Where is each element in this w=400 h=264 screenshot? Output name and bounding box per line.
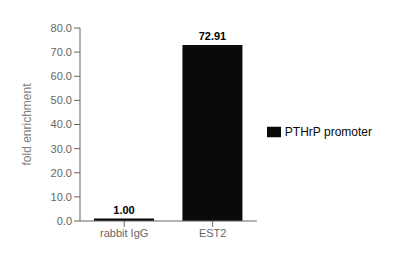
- svg-text:EST2: EST2: [199, 227, 227, 239]
- html-text:PTHrP promoter: PTHrP promoter: [284, 124, 372, 139]
- svg-text:fold enrichment: fold enrichment: [20, 83, 34, 166]
- svg-text:30.0: 30.0: [51, 143, 72, 155]
- svg-text:1.00: 1.00: [113, 204, 134, 216]
- svg-text:72.91: 72.91: [199, 30, 227, 42]
- svg-text:10.0: 10.0: [51, 191, 72, 203]
- svg-text:60.0: 60.0: [51, 70, 72, 82]
- svg-text:70.0: 70.0: [51, 46, 72, 58]
- svg-text:40.0: 40.0: [51, 118, 72, 130]
- svg-text:rabbit IgG: rabbit IgG: [100, 227, 148, 239]
- svg-text:80.0: 80.0: [51, 22, 72, 34]
- svg-text:50.0: 50.0: [51, 94, 72, 106]
- svg-text:20.0: 20.0: [51, 167, 72, 179]
- svg-text:0.0: 0.0: [57, 215, 72, 227]
